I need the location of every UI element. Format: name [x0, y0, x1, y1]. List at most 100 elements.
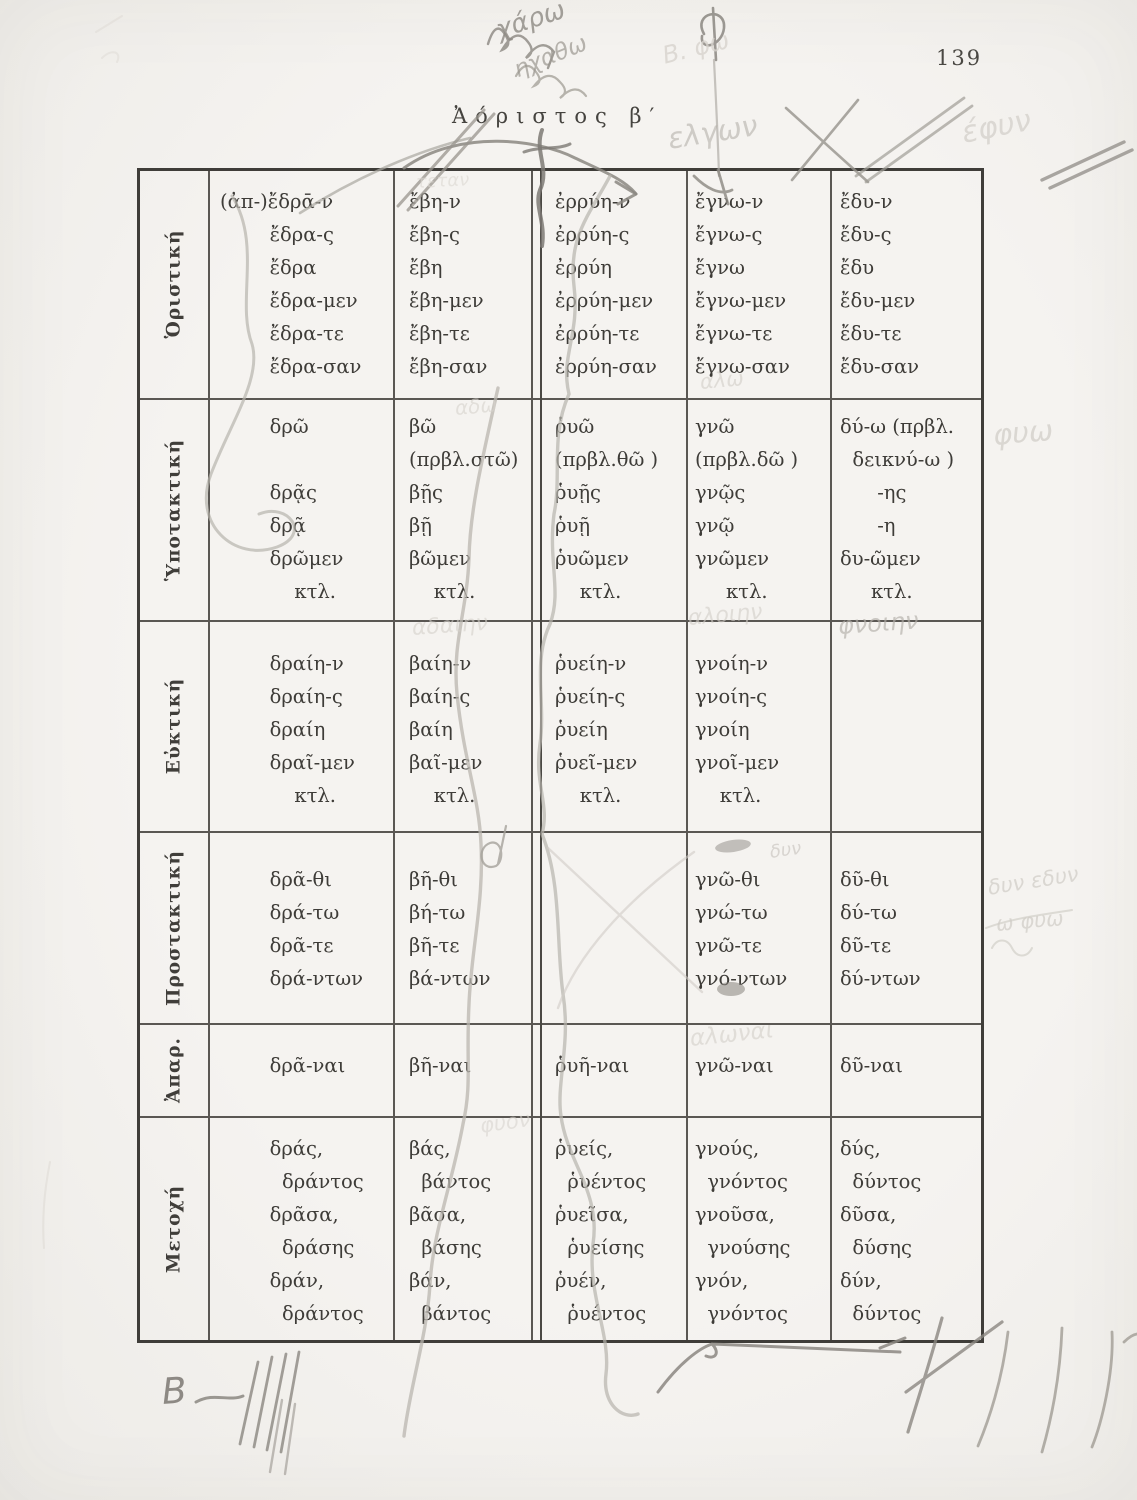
- verb-form-line: (πρβλ.δῶ ): [695, 448, 799, 471]
- verb-form-line: κτλ.: [220, 580, 336, 603]
- table-cell: γνούς, γνόντος γνοῦσα, γνούσης γνόν, γνόντ…: [688, 1118, 829, 1339]
- verb-form-line: δρά-ντων: [220, 967, 363, 990]
- table-cell: δύ-ω (πρβλ. δεικνύ-ω ) -ης -η δυ-ῶμεν κτλ…: [832, 400, 980, 619]
- verb-form-line: δεικνύ-ω ): [840, 448, 955, 471]
- verb-form-line: ἔγνω: [695, 256, 745, 279]
- verb-form-line: κτλ.: [555, 784, 622, 807]
- verb-form-line: δραῖ-μεν: [220, 751, 355, 774]
- verb-form-line: δράντος: [220, 1302, 364, 1325]
- column-divider: [830, 171, 832, 1340]
- column-divider-double: [540, 171, 542, 1340]
- verb-form-line: κτλ.: [695, 784, 762, 807]
- verb-form-line: ἔβη-ν: [409, 190, 461, 213]
- verb-form-line: βάντος: [409, 1170, 492, 1193]
- verb-form-line: ἔδυ-τε: [840, 322, 902, 345]
- verb-form-line: ἐρρύη-μεν: [555, 289, 654, 312]
- verb-form-line: δράντος: [220, 1170, 364, 1193]
- verb-form-line: δῦ-ναι: [840, 1054, 903, 1077]
- verb-form-line: ἔβη-μεν: [409, 289, 484, 312]
- column-divider: [208, 171, 210, 1340]
- table-cell: ἔγνω-ν ἔγνω-ς ἔγνω ἔγνω-μεν ἔγνω-τε ἔγνω-σαν: [688, 171, 829, 397]
- pencil-annotation: ελγων: [665, 108, 761, 156]
- mood-label-imperative: Προστακτική: [163, 849, 185, 1006]
- verb-form-line: ἐρρύη-τε: [555, 322, 640, 345]
- mood-label-cell: Μετοχή: [140, 1118, 208, 1339]
- table-cell: γνῶ-θι γνώ-τω γνῶ-τε γνό-ντων: [688, 833, 829, 1022]
- verb-form-line: ῥυείη-ς: [555, 685, 626, 708]
- pencil-annotation: χάρω: [492, 0, 569, 46]
- verb-form-line: δύντος: [840, 1302, 922, 1325]
- mood-label-subjunctive: Ὑποτακτική: [163, 438, 185, 581]
- table-cell: ῥυείη-ν ῥυείη-ς ῥυείη ῥυεῖ-μεν κτλ.: [543, 622, 685, 830]
- verb-form-line: βαίη: [409, 718, 453, 741]
- table-cell: [832, 622, 980, 830]
- table-cell: βῆ-θι βή-τω βῆ-τε βά-ντων: [395, 833, 530, 1022]
- verb-form-line: γνοίη-ς: [695, 685, 768, 708]
- verb-form-line: βαίη-ς: [409, 685, 471, 708]
- verb-form-line: βάσης: [409, 1236, 482, 1259]
- mood-label-infinitive: Ἀπαρ.: [163, 1037, 185, 1103]
- verb-form-line: κτλ.: [220, 784, 336, 807]
- pencil-annotation: Β. φω: [659, 26, 733, 70]
- verb-form-line: δραίη-ν: [220, 652, 344, 675]
- verb-form-line: δρᾷ: [220, 514, 306, 537]
- conjugation-table: Ὁριστική Ὑποτακτική Εὐκτική Προστακτική …: [137, 168, 984, 1343]
- mood-label-cell: Ἀπαρ.: [140, 1025, 208, 1115]
- verb-form-line: ἔβη-τε: [409, 322, 470, 345]
- table-cell: δρᾶ-ναι: [210, 1025, 392, 1115]
- verb-form-line: γνοίη-ν: [695, 652, 769, 675]
- verb-form-line: δρᾷς: [220, 481, 317, 504]
- verb-form-line: ἔβη-ς: [409, 223, 460, 246]
- verb-form-line: δρῶμεν: [220, 547, 344, 570]
- table-cell: γνῶ-ναι: [688, 1025, 829, 1115]
- verb-form-line: ἔγνω-σαν: [695, 355, 790, 378]
- column-divider: [686, 171, 688, 1340]
- verb-form-line: γνοίη: [695, 718, 750, 741]
- verb-form-line: ἔδρα-ς: [220, 223, 334, 246]
- verb-form-line: ῥυείς,: [555, 1137, 614, 1160]
- pencil-annotation: Β: [160, 1370, 189, 1413]
- verb-form-line: κτλ.: [409, 784, 476, 807]
- verb-form-line: ἔδυ-σαν: [840, 355, 919, 378]
- table-cell: (ἀπ-)ἔδρᾱ-ν ἔδρα-ς ἔδρα ἔδρα-μεν ἔδρα-τε…: [210, 171, 392, 397]
- verb-form-line: δράσης: [220, 1236, 355, 1259]
- verb-form-line: βῶμεν: [409, 547, 471, 570]
- verb-form-line: ῥυῆ-ναι: [555, 1054, 630, 1077]
- verb-form-line: δρᾶ-ναι: [220, 1054, 346, 1077]
- mood-label-optative: Εὐκτική: [163, 677, 185, 775]
- verb-form-line: ῥυέν,: [555, 1269, 607, 1292]
- verb-form-line: βῶ: [409, 415, 437, 438]
- table-cell: δῦ-ναι: [832, 1025, 980, 1115]
- verb-form-line: κτλ.: [409, 580, 476, 603]
- table-cell: ῥυείς, ῥυέντος ῥυεῖσα, ῥυείσης ῥυέν, ῥυέντ…: [543, 1118, 685, 1339]
- table-cell: ῥυῆ-ναι: [543, 1025, 685, 1115]
- pencil-annotation: ω φυω: [994, 906, 1065, 936]
- verb-form-line: βαίη-ν: [409, 652, 472, 675]
- verb-form-line: δύσης: [840, 1236, 912, 1259]
- verb-form-line: (πρβλ.θῶ ): [555, 448, 659, 471]
- verb-form-line: δρᾶσα,: [220, 1203, 339, 1226]
- verb-form-line: ῥυεῖσα,: [555, 1203, 629, 1226]
- verb-form-line: δράς,: [220, 1137, 324, 1160]
- verb-form-line: ῥυέντος: [555, 1170, 647, 1193]
- mood-label-cell: Ὁριστική: [140, 171, 208, 397]
- pencil-annotation: έφυν: [958, 102, 1035, 151]
- verb-form-line: γνῶ-ναι: [695, 1054, 774, 1077]
- verb-form-line: γνοῖ-μεν: [695, 751, 780, 774]
- verb-form-line: δύ-ω (πρβλ.: [840, 415, 955, 438]
- verb-form-line: ἔγνω-ς: [695, 223, 763, 246]
- table-cell: [543, 833, 685, 1022]
- verb-form-line: βάντος: [409, 1302, 492, 1325]
- mood-label-cell: Προστακτική: [140, 833, 208, 1022]
- table-cell: γνοίη-ν γνοίη-ς γνοίη γνοῖ-μεν κτλ.: [688, 622, 829, 830]
- verb-form-line: γνῷ: [695, 514, 735, 537]
- verb-form-line: γνῶμεν: [695, 547, 770, 570]
- verb-form-line: ἔβη: [409, 256, 443, 279]
- verb-form-line: ῥυείσης: [555, 1236, 645, 1259]
- verb-form-line: (ἀπ-)ἔδρᾱ-ν: [220, 190, 334, 213]
- verb-form-line: γνόντος: [695, 1170, 788, 1193]
- verb-form-line: ῥυῇ: [555, 514, 591, 537]
- verb-form-line: βῆ-θι: [409, 868, 458, 891]
- verb-form-line: δύν,: [840, 1269, 882, 1292]
- verb-form-line: δύ-ντων: [840, 967, 921, 990]
